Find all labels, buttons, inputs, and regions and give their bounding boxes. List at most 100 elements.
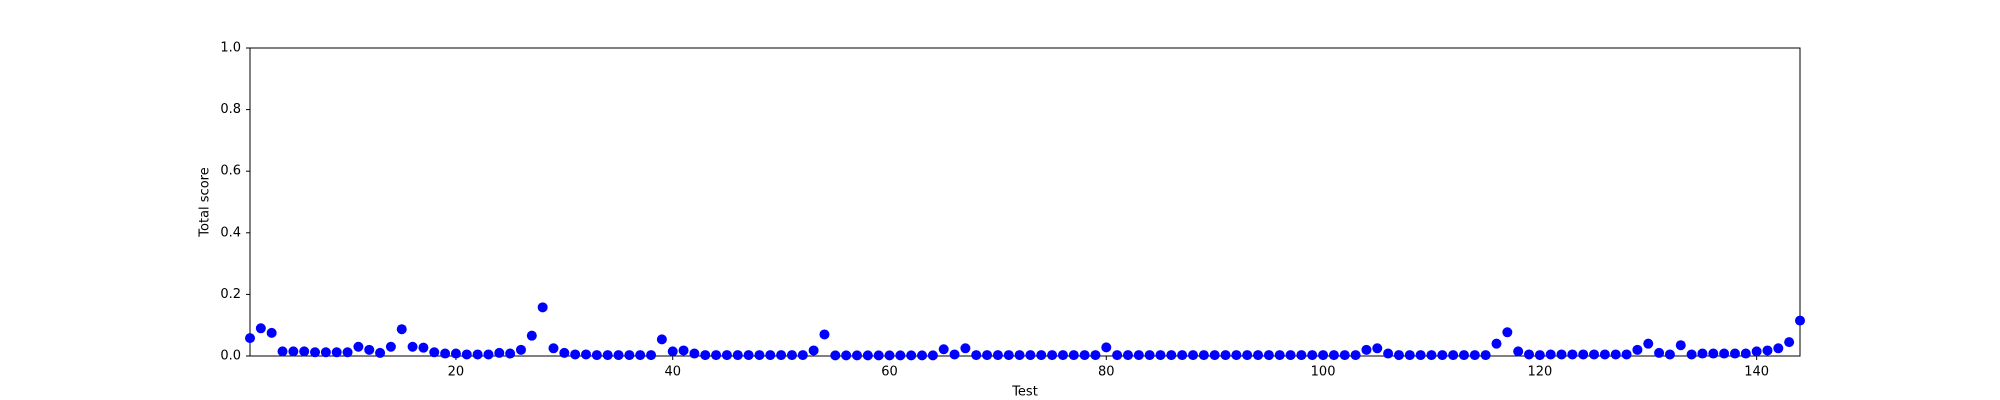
point	[483, 349, 494, 360]
point	[1166, 350, 1177, 361]
point	[1383, 348, 1394, 359]
y-tick-label: 0.2	[220, 287, 241, 302]
point	[570, 349, 581, 360]
point	[689, 348, 700, 359]
point	[548, 343, 559, 354]
point	[1567, 349, 1578, 360]
point	[841, 350, 852, 361]
point	[873, 350, 884, 361]
point	[559, 347, 570, 358]
point	[678, 345, 689, 356]
point	[494, 347, 505, 358]
point	[1231, 350, 1242, 361]
point	[255, 323, 266, 334]
point	[1729, 348, 1740, 359]
point	[1263, 350, 1274, 361]
point	[1556, 349, 1567, 360]
point	[353, 341, 364, 352]
point	[1415, 350, 1426, 361]
point	[1003, 350, 1014, 361]
y-axis-label: Total score	[198, 167, 213, 237]
point	[1643, 338, 1654, 349]
point	[917, 350, 928, 361]
point	[461, 349, 472, 360]
point	[364, 344, 375, 355]
point	[1242, 350, 1253, 361]
x-tick-label: 40	[664, 365, 681, 380]
point	[1209, 350, 1220, 361]
point	[581, 349, 592, 360]
point	[320, 347, 331, 358]
point	[1404, 350, 1415, 361]
point	[1654, 347, 1665, 358]
point	[1426, 350, 1437, 361]
point	[938, 344, 949, 355]
point	[830, 350, 841, 361]
point	[776, 350, 787, 361]
point	[906, 350, 917, 361]
point	[1307, 350, 1318, 361]
point	[1328, 350, 1339, 361]
point	[656, 334, 667, 345]
point	[288, 346, 299, 357]
point	[1578, 349, 1589, 360]
point	[1393, 350, 1404, 361]
point	[1188, 350, 1199, 361]
point	[1632, 344, 1643, 355]
point	[1014, 350, 1025, 361]
point	[472, 349, 483, 360]
point	[1524, 349, 1535, 360]
point	[1285, 350, 1296, 361]
point	[1664, 349, 1675, 360]
point	[635, 350, 646, 361]
point	[743, 350, 754, 361]
point	[396, 324, 407, 335]
point	[1437, 350, 1448, 361]
point	[1068, 350, 1079, 361]
point	[440, 348, 451, 359]
point	[1090, 350, 1101, 361]
point	[1372, 343, 1383, 354]
point	[982, 350, 993, 361]
point	[602, 350, 613, 361]
point	[1155, 350, 1166, 361]
point	[331, 347, 342, 358]
point	[927, 350, 938, 361]
point	[1491, 338, 1502, 349]
point	[1057, 350, 1068, 361]
point	[310, 347, 321, 358]
point	[526, 330, 537, 341]
point	[1339, 350, 1350, 361]
point	[1274, 350, 1285, 361]
point	[949, 349, 960, 360]
point	[851, 350, 862, 361]
point	[992, 350, 1003, 361]
point	[1025, 350, 1036, 361]
point	[732, 350, 743, 361]
point	[754, 350, 765, 361]
point	[1719, 348, 1730, 359]
point	[591, 350, 602, 361]
point	[1740, 348, 1751, 359]
point	[786, 350, 797, 361]
x-tick-label: 80	[1098, 365, 1115, 380]
point	[1122, 350, 1133, 361]
point	[1036, 350, 1047, 361]
point	[299, 346, 310, 357]
point	[1198, 350, 1209, 361]
y-tick-label: 0.8	[220, 102, 241, 117]
point	[1513, 346, 1524, 357]
point	[1079, 350, 1090, 361]
point	[1177, 350, 1188, 361]
point	[895, 350, 906, 361]
x-tick-label: 120	[1527, 365, 1552, 380]
point	[797, 350, 808, 361]
x-axis-label: Test	[1011, 385, 1038, 400]
point	[971, 350, 982, 361]
point	[819, 329, 830, 340]
point	[1480, 350, 1491, 361]
point	[515, 344, 526, 355]
point	[385, 341, 396, 352]
point	[1133, 350, 1144, 361]
